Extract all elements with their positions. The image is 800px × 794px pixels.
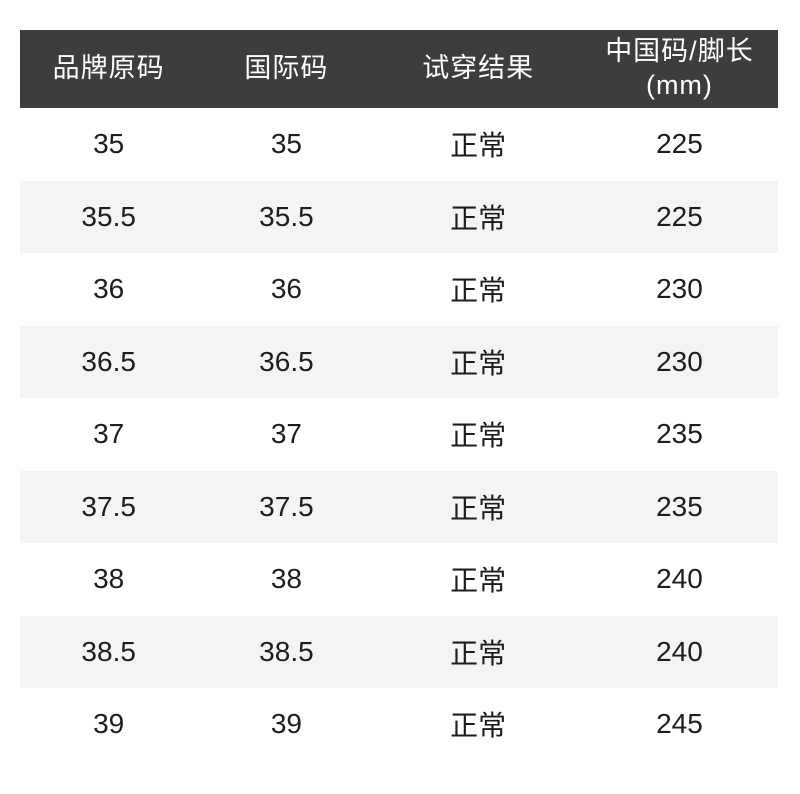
cell-cn-size-mm: 225 (656, 128, 703, 160)
table-row: 38 38 正常 240 (20, 543, 778, 616)
cell-intl-size: 35 (270, 128, 302, 160)
cell-cn-size-mm: 225 (656, 200, 703, 232)
table-row: 38.5 38.5 正常 240 (20, 615, 778, 688)
cell-brand-size: 36.5 (81, 345, 136, 377)
cell-intl-size: 35.5 (259, 200, 314, 232)
cell-fit-result: 正常 (450, 565, 507, 597)
header-brand-size-label: 品牌原码 (52, 53, 165, 84)
header-intl-size-label: 国际码 (244, 53, 329, 84)
cell-fit-result: 正常 (450, 420, 507, 452)
table-row: 35.5 35.5 正常 225 (20, 180, 778, 253)
cell-intl-size: 37.5 (259, 490, 314, 522)
cell-brand-size: 37 (93, 418, 125, 450)
cell-fit-result: 正常 (450, 637, 507, 669)
header-brand-size: 品牌原码 (20, 30, 198, 108)
cell-brand-size: 35 (93, 128, 125, 160)
cell-fit-result: 正常 (450, 492, 507, 524)
cell-intl-size: 36.5 (259, 345, 314, 377)
table-row: 36.5 36.5 正常 230 (20, 325, 778, 398)
header-fit-result-label: 试穿结果 (422, 53, 535, 84)
cell-intl-size: 36 (270, 273, 302, 305)
cell-cn-size-mm: 240 (656, 563, 703, 595)
header-cn-size-line2: (mm) (645, 70, 713, 100)
cell-fit-result: 正常 (450, 202, 507, 234)
cell-cn-size-mm: 235 (656, 418, 703, 450)
cell-brand-size: 35.5 (81, 200, 136, 232)
header-cn-size-line1: 中国码/脚长 (605, 36, 754, 67)
table-row: 37 37 正常 235 (20, 398, 778, 471)
cell-fit-result: 正常 (450, 130, 507, 162)
header-fit-result: 试穿结果 (375, 30, 581, 108)
cell-cn-size-mm: 235 (656, 490, 703, 522)
cell-intl-size: 39 (270, 708, 302, 740)
cell-brand-size: 38.5 (81, 635, 136, 667)
cell-cn-size-mm: 230 (656, 345, 703, 377)
size-chart-table: 品牌原码 国际码 试穿结果 中国码/脚长 (mm) 35 35 正常 225 3… (20, 30, 778, 761)
cell-fit-result: 正常 (450, 275, 507, 307)
cell-intl-size: 37 (270, 418, 302, 450)
cell-fit-result: 正常 (450, 347, 507, 379)
table-row: 39 39 正常 245 (20, 688, 778, 761)
header-intl-size: 国际码 (197, 30, 376, 108)
cell-intl-size: 38 (270, 563, 302, 595)
table-row: 35 35 正常 225 (20, 108, 778, 181)
header-cn-size-footlength: 中国码/脚长 (mm) (580, 30, 778, 108)
cell-cn-size-mm: 245 (656, 708, 703, 740)
cell-intl-size: 38.5 (259, 635, 314, 667)
header-row: 品牌原码 国际码 试穿结果 中国码/脚长 (mm) (20, 30, 778, 108)
cell-fit-result: 正常 (450, 710, 507, 742)
cell-brand-size: 38 (93, 563, 125, 595)
cell-brand-size: 36 (93, 273, 125, 305)
cell-cn-size-mm: 230 (656, 273, 703, 305)
table-row: 36 36 正常 230 (20, 253, 778, 326)
cell-cn-size-mm: 240 (656, 635, 703, 667)
cell-brand-size: 39 (93, 708, 125, 740)
cell-brand-size: 37.5 (81, 490, 136, 522)
table-row: 37.5 37.5 正常 235 (20, 470, 778, 543)
